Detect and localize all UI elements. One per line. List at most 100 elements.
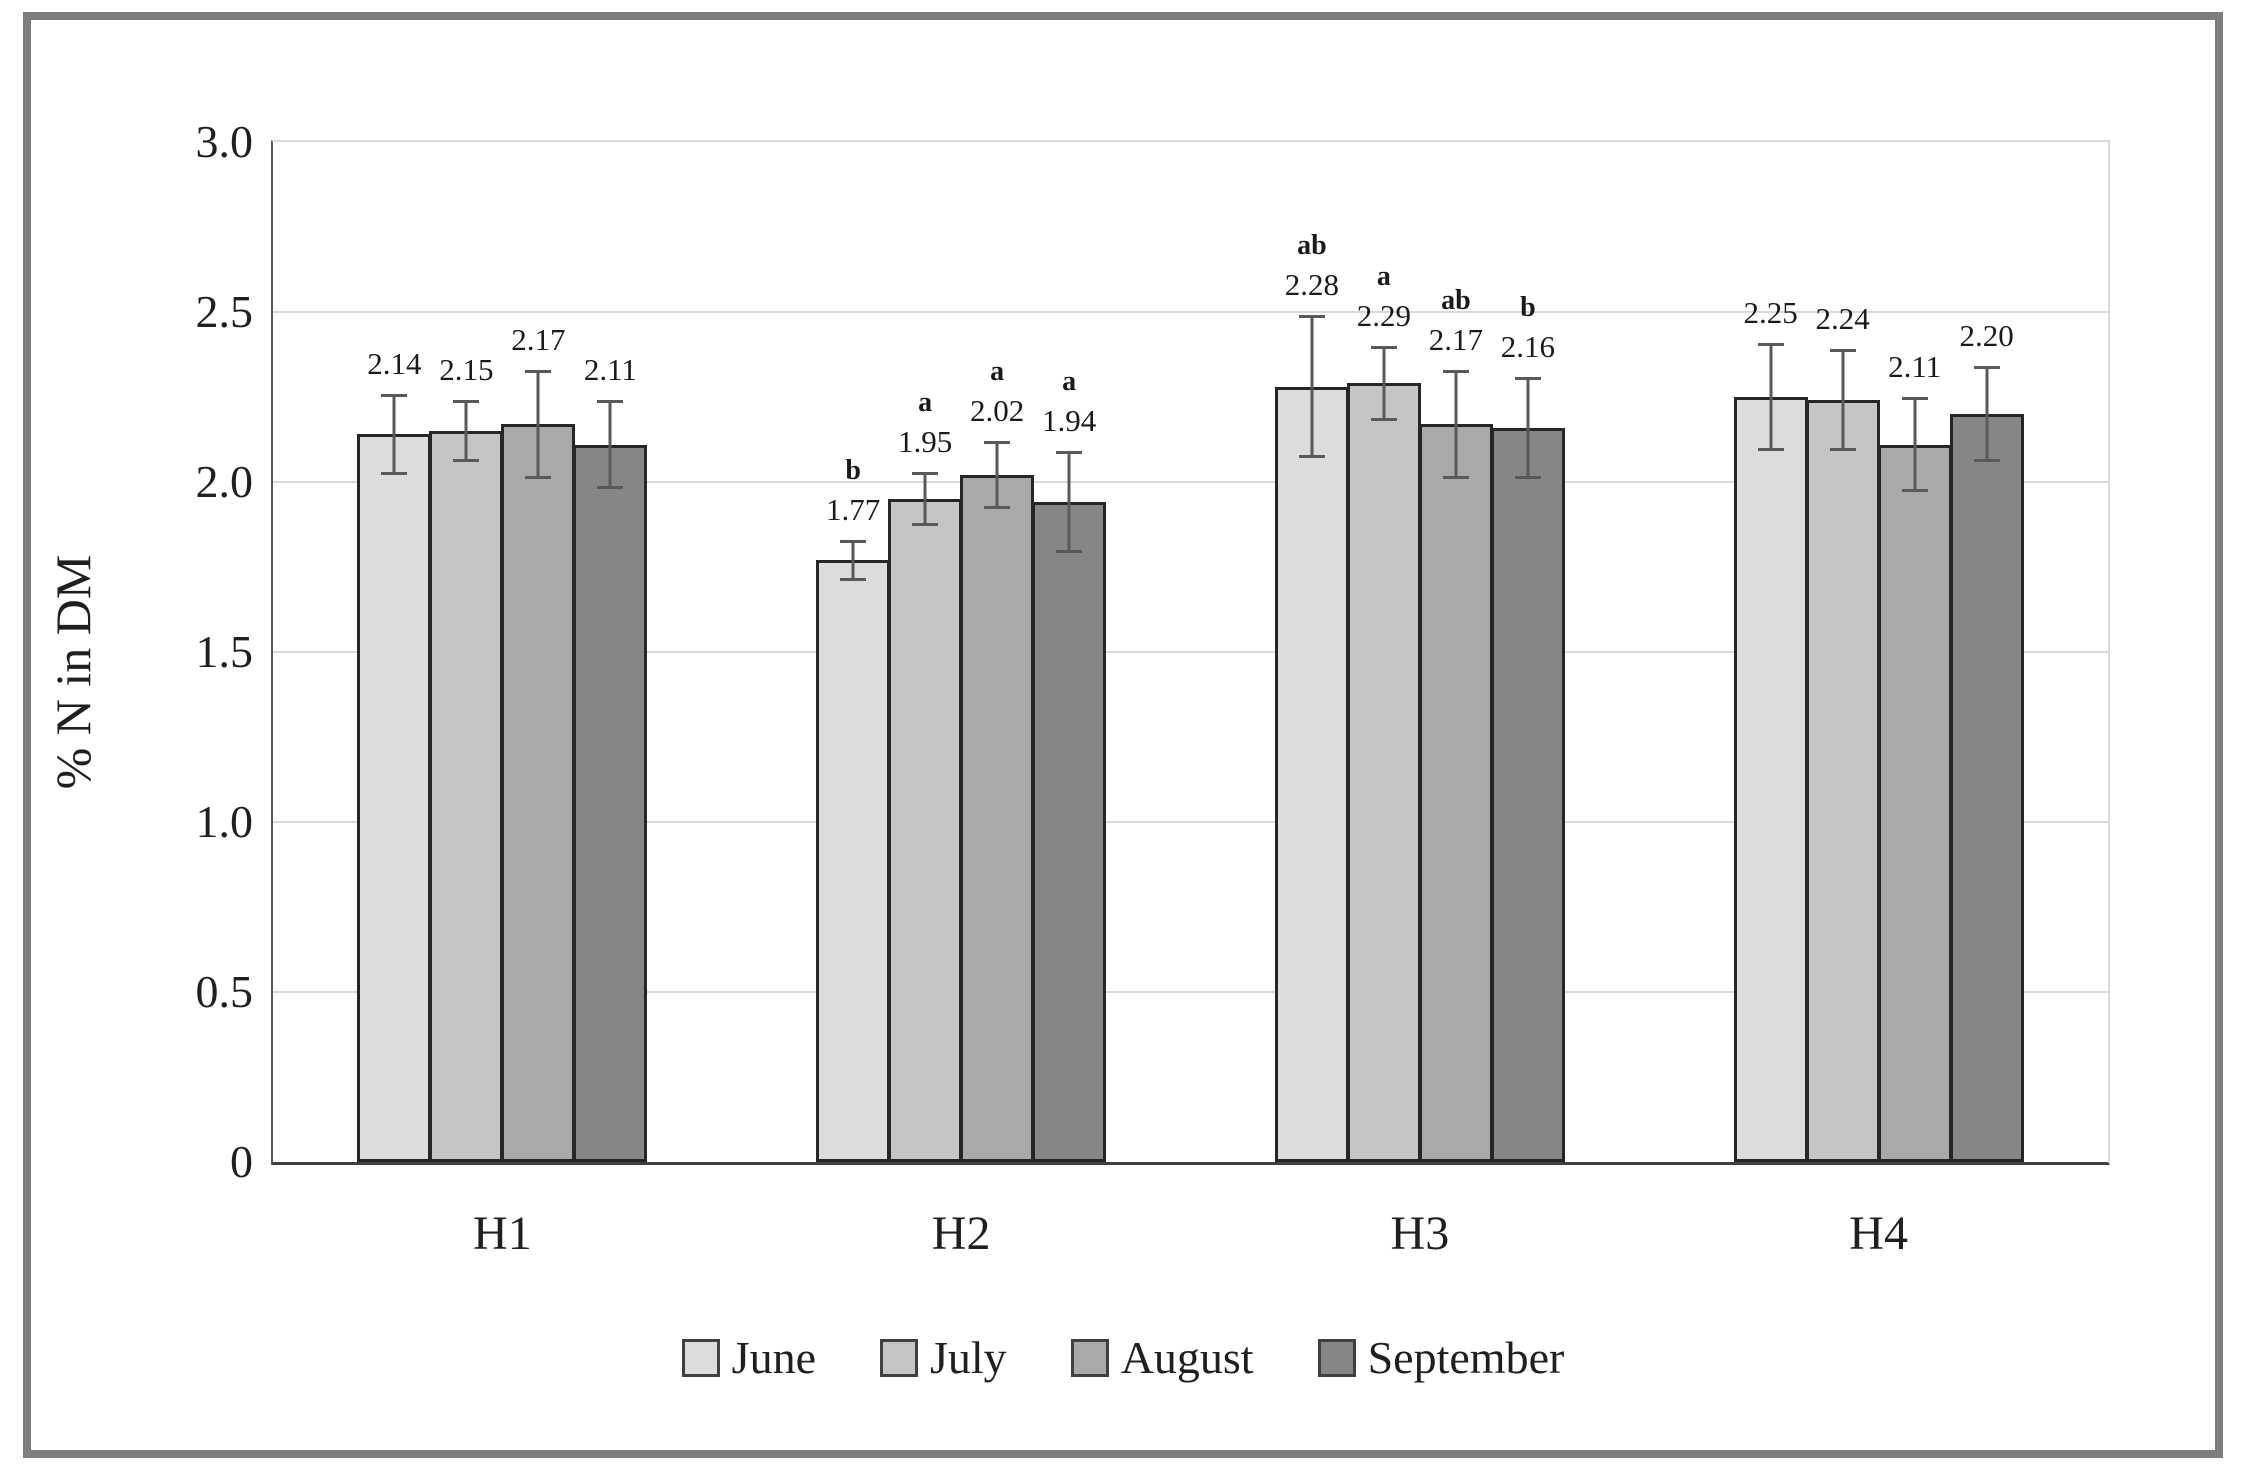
y-tick-label: 1.5 <box>195 626 254 677</box>
y-tick-label: 2.0 <box>195 456 254 507</box>
error-bar <box>1973 366 2000 462</box>
value-label: 2.16 <box>1500 328 1555 364</box>
error-bar-cap-bottom <box>1370 417 1397 421</box>
error-bar-stem <box>1913 397 1917 493</box>
value-label: 2.29 <box>1356 298 1411 333</box>
error-bar-stem <box>1067 451 1071 554</box>
error-bar-stem <box>851 539 855 581</box>
bar <box>1877 444 1952 1162</box>
error-bar-cap-bottom <box>984 506 1011 510</box>
value-label: 2.25 <box>1743 294 1798 330</box>
error-bar-cap-bottom <box>1514 475 1541 479</box>
sig-letter: a <box>990 356 1005 388</box>
legend-label: August <box>1120 1332 1254 1383</box>
error-bar <box>840 539 867 581</box>
bar <box>888 499 963 1162</box>
bar <box>429 431 504 1162</box>
error-bar-stem <box>608 400 612 489</box>
bar <box>1032 502 1107 1162</box>
gridline <box>273 311 2108 313</box>
error-bar-cap-top <box>1370 346 1397 350</box>
error-bar-stem <box>464 400 468 462</box>
legend-item: July <box>880 1332 1007 1384</box>
value-label: 1.77 <box>826 491 881 527</box>
error-bar-stem <box>1841 349 1845 452</box>
value-label: 2.14 <box>367 345 422 381</box>
error-bar-cap-bottom <box>1901 489 1928 493</box>
value-label: 2.28 <box>1284 267 1339 303</box>
error-bar-cap-top <box>912 471 939 475</box>
error-bar-cap-top <box>984 441 1011 445</box>
error-bar-cap-bottom <box>912 523 939 527</box>
value-label: 2.17 <box>511 321 566 357</box>
error-bar-cap-bottom <box>1298 455 1325 459</box>
error-bar-cap-top <box>525 369 552 373</box>
bar <box>1805 400 1880 1162</box>
error-bar-cap-top <box>381 393 408 397</box>
error-bar-stem <box>923 471 927 527</box>
bar <box>1418 424 1493 1162</box>
error-bar-stem <box>1769 342 1773 452</box>
error-bar <box>912 471 939 527</box>
chart-frame: % N in DM 2.14 1.77 b 2.28 ab 2.25 2.15 1.95 a 2.… <box>23 12 2223 1458</box>
x-category-label: H2 <box>931 1207 991 1260</box>
error-bar <box>453 400 480 462</box>
bar <box>816 560 891 1162</box>
error-bar <box>1370 346 1397 421</box>
error-bar <box>525 369 552 479</box>
x-category-label: H3 <box>1390 1207 1450 1260</box>
y-tick-label: 0.5 <box>195 966 254 1017</box>
legend-label: June <box>731 1332 816 1383</box>
bar <box>501 424 576 1162</box>
sig-letter: a <box>1376 261 1391 292</box>
error-bar-cap-bottom <box>1829 448 1856 452</box>
error-bar-cap-bottom <box>525 475 552 479</box>
gridline <box>273 821 2108 823</box>
sig-letter: a <box>918 386 933 418</box>
error-bar <box>1757 342 1784 452</box>
error-bar-stem <box>392 393 396 476</box>
legend-label: July <box>930 1332 1007 1383</box>
legend-swatch <box>1317 1339 1356 1377</box>
error-bar <box>1901 397 1928 493</box>
value-label: 2.15 <box>439 352 494 388</box>
error-bar-stem <box>1382 346 1386 421</box>
error-bar-cap-bottom <box>381 472 408 476</box>
error-bar <box>984 441 1011 510</box>
legend-item: August <box>1070 1332 1254 1384</box>
error-bar-cap-top <box>1056 451 1083 455</box>
value-label: 2.17 <box>1428 321 1483 357</box>
y-tick-label: 3.0 <box>195 116 254 167</box>
error-bar-cap-top <box>453 400 480 404</box>
bar <box>1490 427 1565 1162</box>
x-category-label: H1 <box>473 1207 532 1260</box>
legend-swatch <box>880 1339 918 1377</box>
sig-letter: b <box>845 454 861 486</box>
error-bar-cap-top <box>840 539 867 543</box>
error-bar <box>1514 376 1541 479</box>
error-bar-stem <box>1985 366 1989 462</box>
error-bar-stem <box>1454 369 1458 479</box>
value-label: 2.02 <box>970 393 1025 429</box>
error-bar-cap-top <box>1757 342 1784 346</box>
x-category-label: H4 <box>1849 1207 1908 1260</box>
error-bar-cap-top <box>1829 349 1856 353</box>
error-bar-cap-bottom <box>1973 458 2000 462</box>
error-bar-stem <box>1526 376 1530 479</box>
gridline <box>273 991 2108 993</box>
sig-letter: a <box>1062 366 1077 398</box>
legend-swatch <box>681 1339 720 1377</box>
y-tick-label: 2.5 <box>195 286 254 337</box>
value-label: 2.24 <box>1815 301 1870 337</box>
value-label: 2.20 <box>1959 318 2014 354</box>
error-bar <box>1442 369 1469 479</box>
bar <box>1733 397 1808 1162</box>
y-tick-label: 0 <box>230 1136 253 1187</box>
error-bar <box>1829 349 1856 452</box>
error-bar-stem <box>1310 315 1314 459</box>
error-bar-cap-top <box>597 400 624 404</box>
error-bar <box>597 400 624 489</box>
gridline <box>273 651 2108 653</box>
sig-letter: b <box>1520 291 1536 323</box>
